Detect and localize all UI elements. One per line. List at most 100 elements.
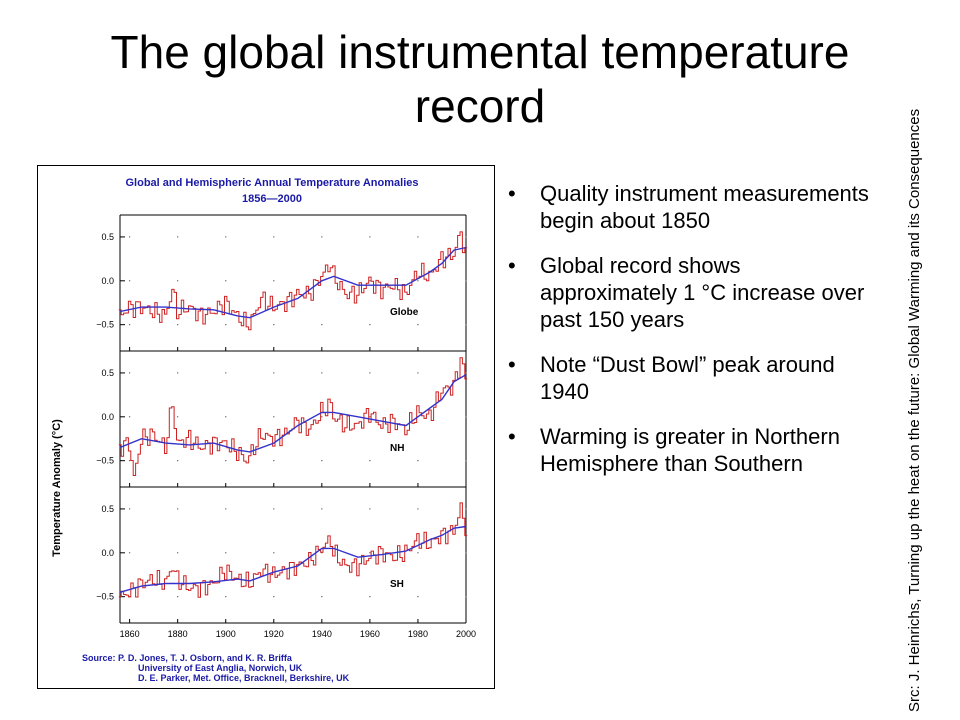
reference-dot [465,459,467,462]
temperature-chart: Global and Hemispheric Annual Temperatur… [37,165,495,689]
reference-dot [273,508,275,510]
y-tick-label: 0.5 [101,232,114,242]
reference-dot [273,372,275,374]
reference-dot [128,416,131,418]
x-tick-label: 2000 [456,629,476,639]
smoothed-series-sh [119,525,467,593]
reference-dot [176,323,179,326]
reference-dot [225,508,227,510]
reference-dot [417,236,419,238]
reference-dot [128,459,131,462]
y-tick-label: −0.5 [96,592,114,602]
reference-dot [176,372,179,374]
reference-dot [225,459,227,462]
reference-dot [176,552,179,554]
bullet-item: Global record shows approximately 1 °C i… [508,252,878,333]
reference-dot [225,280,227,282]
y-tick-label: 0.5 [101,368,114,378]
reference-dot [321,372,323,374]
x-tick-label: 1940 [312,629,332,639]
reference-dot [465,508,467,510]
reference-dot [417,323,419,326]
reference-dot [369,236,371,238]
reference-dot [369,416,371,418]
temperature-chart-svg: Global and Hemispheric Annual Temperatur… [51,177,476,683]
reference-dot [369,595,371,598]
reference-dot [225,236,227,238]
reference-dot [369,280,371,282]
reference-dot [465,552,467,554]
source-citation: Src: J. Heinrichs, Turning up the heat o… [906,108,923,712]
y-tick-label: −0.5 [96,320,114,330]
x-tick-label: 1860 [120,629,140,639]
bullet-item: Quality instrument measurements begin ab… [508,180,878,234]
chart-title: Global and Hemispheric Annual Temperatur… [126,177,419,189]
reference-dot [176,459,179,462]
annual-series-globe [118,231,468,331]
reference-dot [369,459,371,462]
chart-plots: 0.5 0.0 −0.5 Globe 0.5 0.0 −0.5 NH 0.5 0.0 −0.5 SH 1… [96,214,476,639]
reference-dot [225,416,227,418]
panel-label-globe: Globe [390,307,419,318]
reference-dot [176,508,179,510]
reference-dot [273,323,275,326]
reference-dot [176,280,179,282]
reference-dot [128,508,131,510]
reference-dot [225,595,227,598]
reference-dot [465,416,467,418]
y-tick-label: 0.5 [101,504,114,514]
reference-dot [128,552,131,554]
x-tick-label: 1960 [360,629,380,639]
reference-dot [128,323,131,326]
chart-subtitle: 1856—2000 [242,193,302,205]
reference-dot [176,236,179,238]
reference-dot [273,595,275,598]
y-axis-label: Temperature Anomaly (°C) [51,419,63,557]
reference-dot [369,552,371,554]
smoothed-series-globe [119,246,467,319]
chart-source-line-2: University of East Anglia, Norwich, UK [138,663,303,673]
reference-dot [321,323,323,326]
reference-dot [417,552,419,554]
reference-dot [465,280,467,282]
panel-label-nh: NH [390,443,404,454]
reference-dot [128,280,131,282]
y-tick-label: 0.0 [101,548,114,558]
bullet-item: Warming is greater in Northern Hemispher… [508,423,878,477]
reference-dot [225,372,227,374]
annual-series-sh [118,502,468,598]
reference-dot [417,372,419,374]
bullet-list: Quality instrument measurements begin ab… [508,180,878,495]
reference-dot [417,508,419,510]
reference-dot [321,508,323,510]
reference-dot [465,236,467,238]
reference-dot [369,323,371,326]
reference-dot [417,280,419,282]
smoothed-series-nh [119,374,467,453]
x-tick-label: 1900 [216,629,236,639]
reference-dot [273,459,275,462]
x-tick-label: 1920 [264,629,284,639]
reference-dot [417,595,419,598]
y-tick-label: −0.5 [96,456,114,466]
y-tick-label: 0.0 [101,276,114,286]
annual-series-nh [118,357,468,476]
reference-dot [465,595,467,598]
reference-dot [321,236,323,238]
reference-dot [128,236,131,238]
reference-dot [176,595,179,598]
slide-title: The global instrumental temperature reco… [110,26,850,132]
reference-dot [273,236,275,238]
reference-dot [128,372,131,374]
reference-dot [321,416,323,418]
reference-dot [273,552,275,554]
reference-dot [225,552,227,554]
panel-label-sh: SH [390,579,404,590]
x-tick-label: 1880 [168,629,188,639]
reference-dot [465,323,467,326]
chart-source-line-3: D. E. Parker, Met. Office, Bracknell, Be… [138,673,350,683]
reference-dot [273,280,275,282]
bullet-item: Note “Dust Bowl” peak around 1940 [508,351,878,405]
reference-dot [273,416,275,418]
x-tick-label: 1980 [408,629,428,639]
